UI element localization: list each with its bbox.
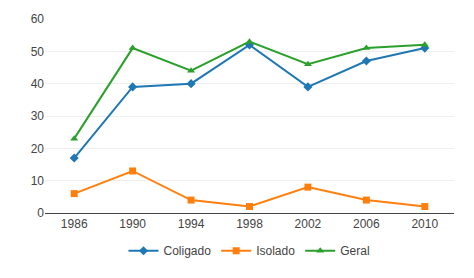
svg-text:Coligado: Coligado (164, 244, 212, 258)
svg-text:Geral: Geral (340, 244, 369, 258)
svg-text:1998: 1998 (236, 217, 263, 231)
svg-text:0: 0 (37, 206, 44, 220)
svg-text:1990: 1990 (119, 217, 146, 231)
svg-text:60: 60 (31, 12, 45, 26)
svg-text:20: 20 (31, 142, 45, 156)
svg-text:30: 30 (31, 109, 45, 123)
svg-text:2002: 2002 (295, 217, 322, 231)
svg-text:50: 50 (31, 45, 45, 59)
svg-text:40: 40 (31, 77, 45, 91)
svg-text:Isolado: Isolado (256, 244, 295, 258)
svg-text:2010: 2010 (411, 217, 438, 231)
svg-text:2006: 2006 (353, 217, 380, 231)
svg-text:1986: 1986 (61, 217, 88, 231)
svg-text:1994: 1994 (178, 217, 205, 231)
svg-text:10: 10 (31, 174, 45, 188)
